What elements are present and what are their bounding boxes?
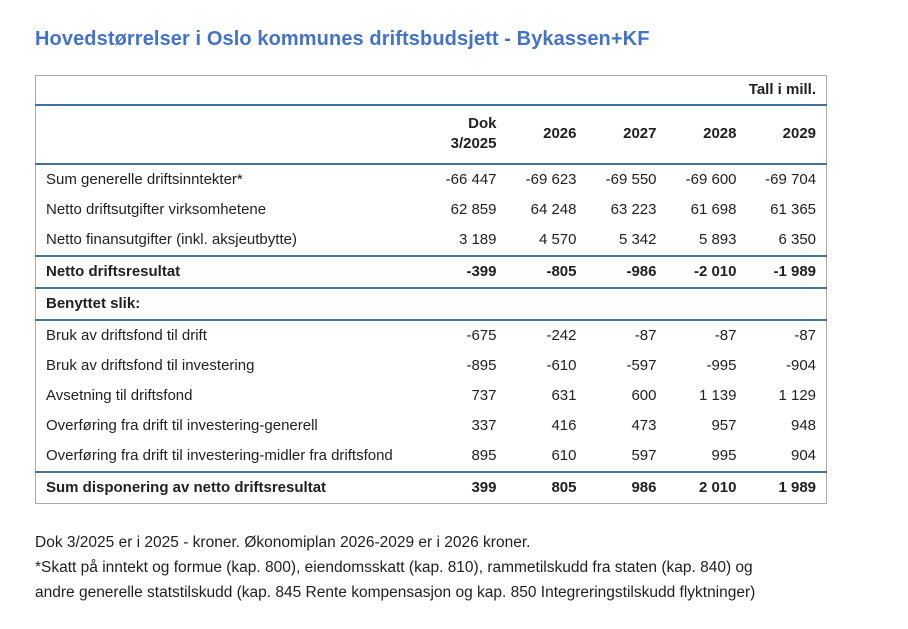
- cell-value: -986: [586, 255, 667, 289]
- cell-value: 399: [471, 478, 497, 496]
- cell-value: [666, 287, 747, 321]
- table-row: Overføring fra drift til investering-gen…: [36, 411, 827, 441]
- cell-value: 4 570: [506, 224, 587, 257]
- footnote-line: *Skatt på inntekt og formue (kap. 800), …: [35, 558, 753, 576]
- cell-value: [506, 287, 587, 321]
- table-row: Netto finansutgifter (inkl. aksjeutbytte…: [35, 224, 827, 257]
- cell-value: -675: [466, 326, 497, 344]
- column-header: 2028: [666, 105, 747, 165]
- cell-value: 2 010: [698, 478, 737, 496]
- cell-value: 895: [426, 440, 507, 473]
- row-label: Benyttet slik:: [35, 287, 427, 321]
- cell-value: 737: [471, 386, 497, 404]
- row-label: Bruk av driftsfond til drift: [46, 326, 207, 344]
- cell-value: -995: [706, 356, 737, 374]
- cell-value: -69 600: [685, 170, 737, 188]
- row-label: Sum generelle driftsinntekter*: [46, 170, 243, 188]
- cell-value: -597: [626, 356, 657, 374]
- cell-value: 904: [746, 440, 827, 473]
- cell-value: 5 893: [666, 224, 747, 257]
- row-label: Sum disponering av netto driftsresultat: [46, 478, 327, 496]
- cell-value: -87: [634, 326, 657, 344]
- cell-value: -69 550: [605, 170, 657, 188]
- table-row: Overføring fra drift til investering-mid…: [35, 440, 827, 473]
- column-header: Dok 3/2025: [426, 105, 507, 165]
- footnote-line: andre generelle statstilskudd (kap. 845 …: [35, 583, 756, 601]
- row-label: Netto driftsresultat: [35, 255, 427, 289]
- cell-value: 948: [791, 416, 817, 434]
- cell-value: 957: [711, 416, 737, 434]
- cell-value: -1 989: [746, 255, 827, 289]
- cell-value: -895: [466, 356, 497, 374]
- cell-value: 64 248: [530, 200, 577, 218]
- cell-value: [746, 287, 827, 321]
- cell-value: -87: [794, 326, 817, 344]
- cell-value: -805: [506, 255, 587, 289]
- table-row-sum-disponering: Sum disponering av netto driftsresultat …: [36, 472, 827, 504]
- cell-value: 473: [631, 416, 657, 434]
- footnote-line: Dok 3/2025 er i 2025 - kroner. Økonomipl…: [35, 533, 531, 551]
- row-label: Overføring fra drift til investering-mid…: [35, 440, 427, 473]
- row-label: Netto driftsutgifter virksomhetene: [46, 200, 267, 218]
- column-header-empty: [35, 105, 427, 165]
- cell-value: 61 698: [690, 200, 737, 218]
- cell-value: [426, 287, 507, 321]
- cell-value: -242: [546, 326, 577, 344]
- cell-value: 1 139: [698, 386, 737, 404]
- cell-value: -399: [426, 255, 507, 289]
- column-header: 2026: [506, 105, 587, 165]
- cell-value: [586, 287, 667, 321]
- cell-value: 61 365: [770, 200, 817, 218]
- table-row-benyttet-slik: Benyttet slik:: [35, 287, 827, 321]
- cell-value: 337: [471, 416, 497, 434]
- row-label: Avsetning til driftsfond: [46, 386, 193, 404]
- table-row: Bruk av driftsfond til drift -675 -242 -…: [36, 320, 827, 351]
- cell-value: -2 010: [666, 255, 747, 289]
- table-row: Sum generelle driftsinntekter* -66 447 -…: [36, 164, 827, 195]
- cell-value: 597: [586, 440, 667, 473]
- page-title: Hovedstørrelser i Oslo kommunes driftsbu…: [35, 28, 650, 50]
- cell-value: -904: [786, 356, 817, 374]
- cell-value: -66 447: [445, 170, 497, 188]
- row-label: Netto finansutgifter (inkl. aksjeutbytte…: [35, 224, 427, 257]
- column-header: 2027: [586, 105, 667, 165]
- table-row: Netto driftsutgifter virksomhetene 62 85…: [36, 195, 827, 225]
- cell-value: 805: [551, 478, 577, 496]
- column-header: 2029: [746, 105, 827, 165]
- budget-table: Tall i mill. Dok 3/2025 2026 2027 2028 2…: [35, 75, 828, 504]
- cell-value: 1 129: [778, 386, 817, 404]
- cell-value: 986: [631, 478, 657, 496]
- table-row: Avsetning til driftsfond 737 631 600 1 1…: [36, 381, 827, 411]
- footnotes: Dok 3/2025 er i 2025 - kroner. Økonomipl…: [35, 530, 873, 605]
- cell-value: 5 342: [586, 224, 667, 257]
- cell-value: -69 623: [525, 170, 577, 188]
- cell-value: -610: [546, 356, 577, 374]
- cell-value: 3 189: [426, 224, 507, 257]
- units-row: Tall i mill.: [35, 75, 827, 106]
- row-label: Bruk av driftsfond til investering: [46, 356, 255, 374]
- cell-value: 62 859: [450, 200, 497, 218]
- units-label: Tall i mill.: [35, 75, 827, 106]
- cell-value: 631: [551, 386, 577, 404]
- table-row: Bruk av driftsfond til investering -895 …: [36, 351, 827, 381]
- document-page: Hovedstørrelser i Oslo kommunes driftsbu…: [35, 28, 873, 605]
- cell-value: 416: [551, 416, 577, 434]
- cell-value: 995: [666, 440, 747, 473]
- row-label: Overføring fra drift til investering-gen…: [46, 416, 318, 434]
- cell-value: 63 223: [610, 200, 657, 218]
- cell-value: -69 704: [765, 170, 817, 188]
- cell-value: 600: [631, 386, 657, 404]
- cell-value: 610: [506, 440, 587, 473]
- cell-value: -87: [714, 326, 737, 344]
- column-header-row: Dok 3/2025 2026 2027 2028 2029: [35, 105, 827, 165]
- cell-value: 6 350: [746, 224, 827, 257]
- cell-value: 1 989: [778, 478, 817, 496]
- table-row-netto-driftsresultat: Netto driftsresultat -399 -805 -986 -2 0…: [35, 255, 827, 289]
